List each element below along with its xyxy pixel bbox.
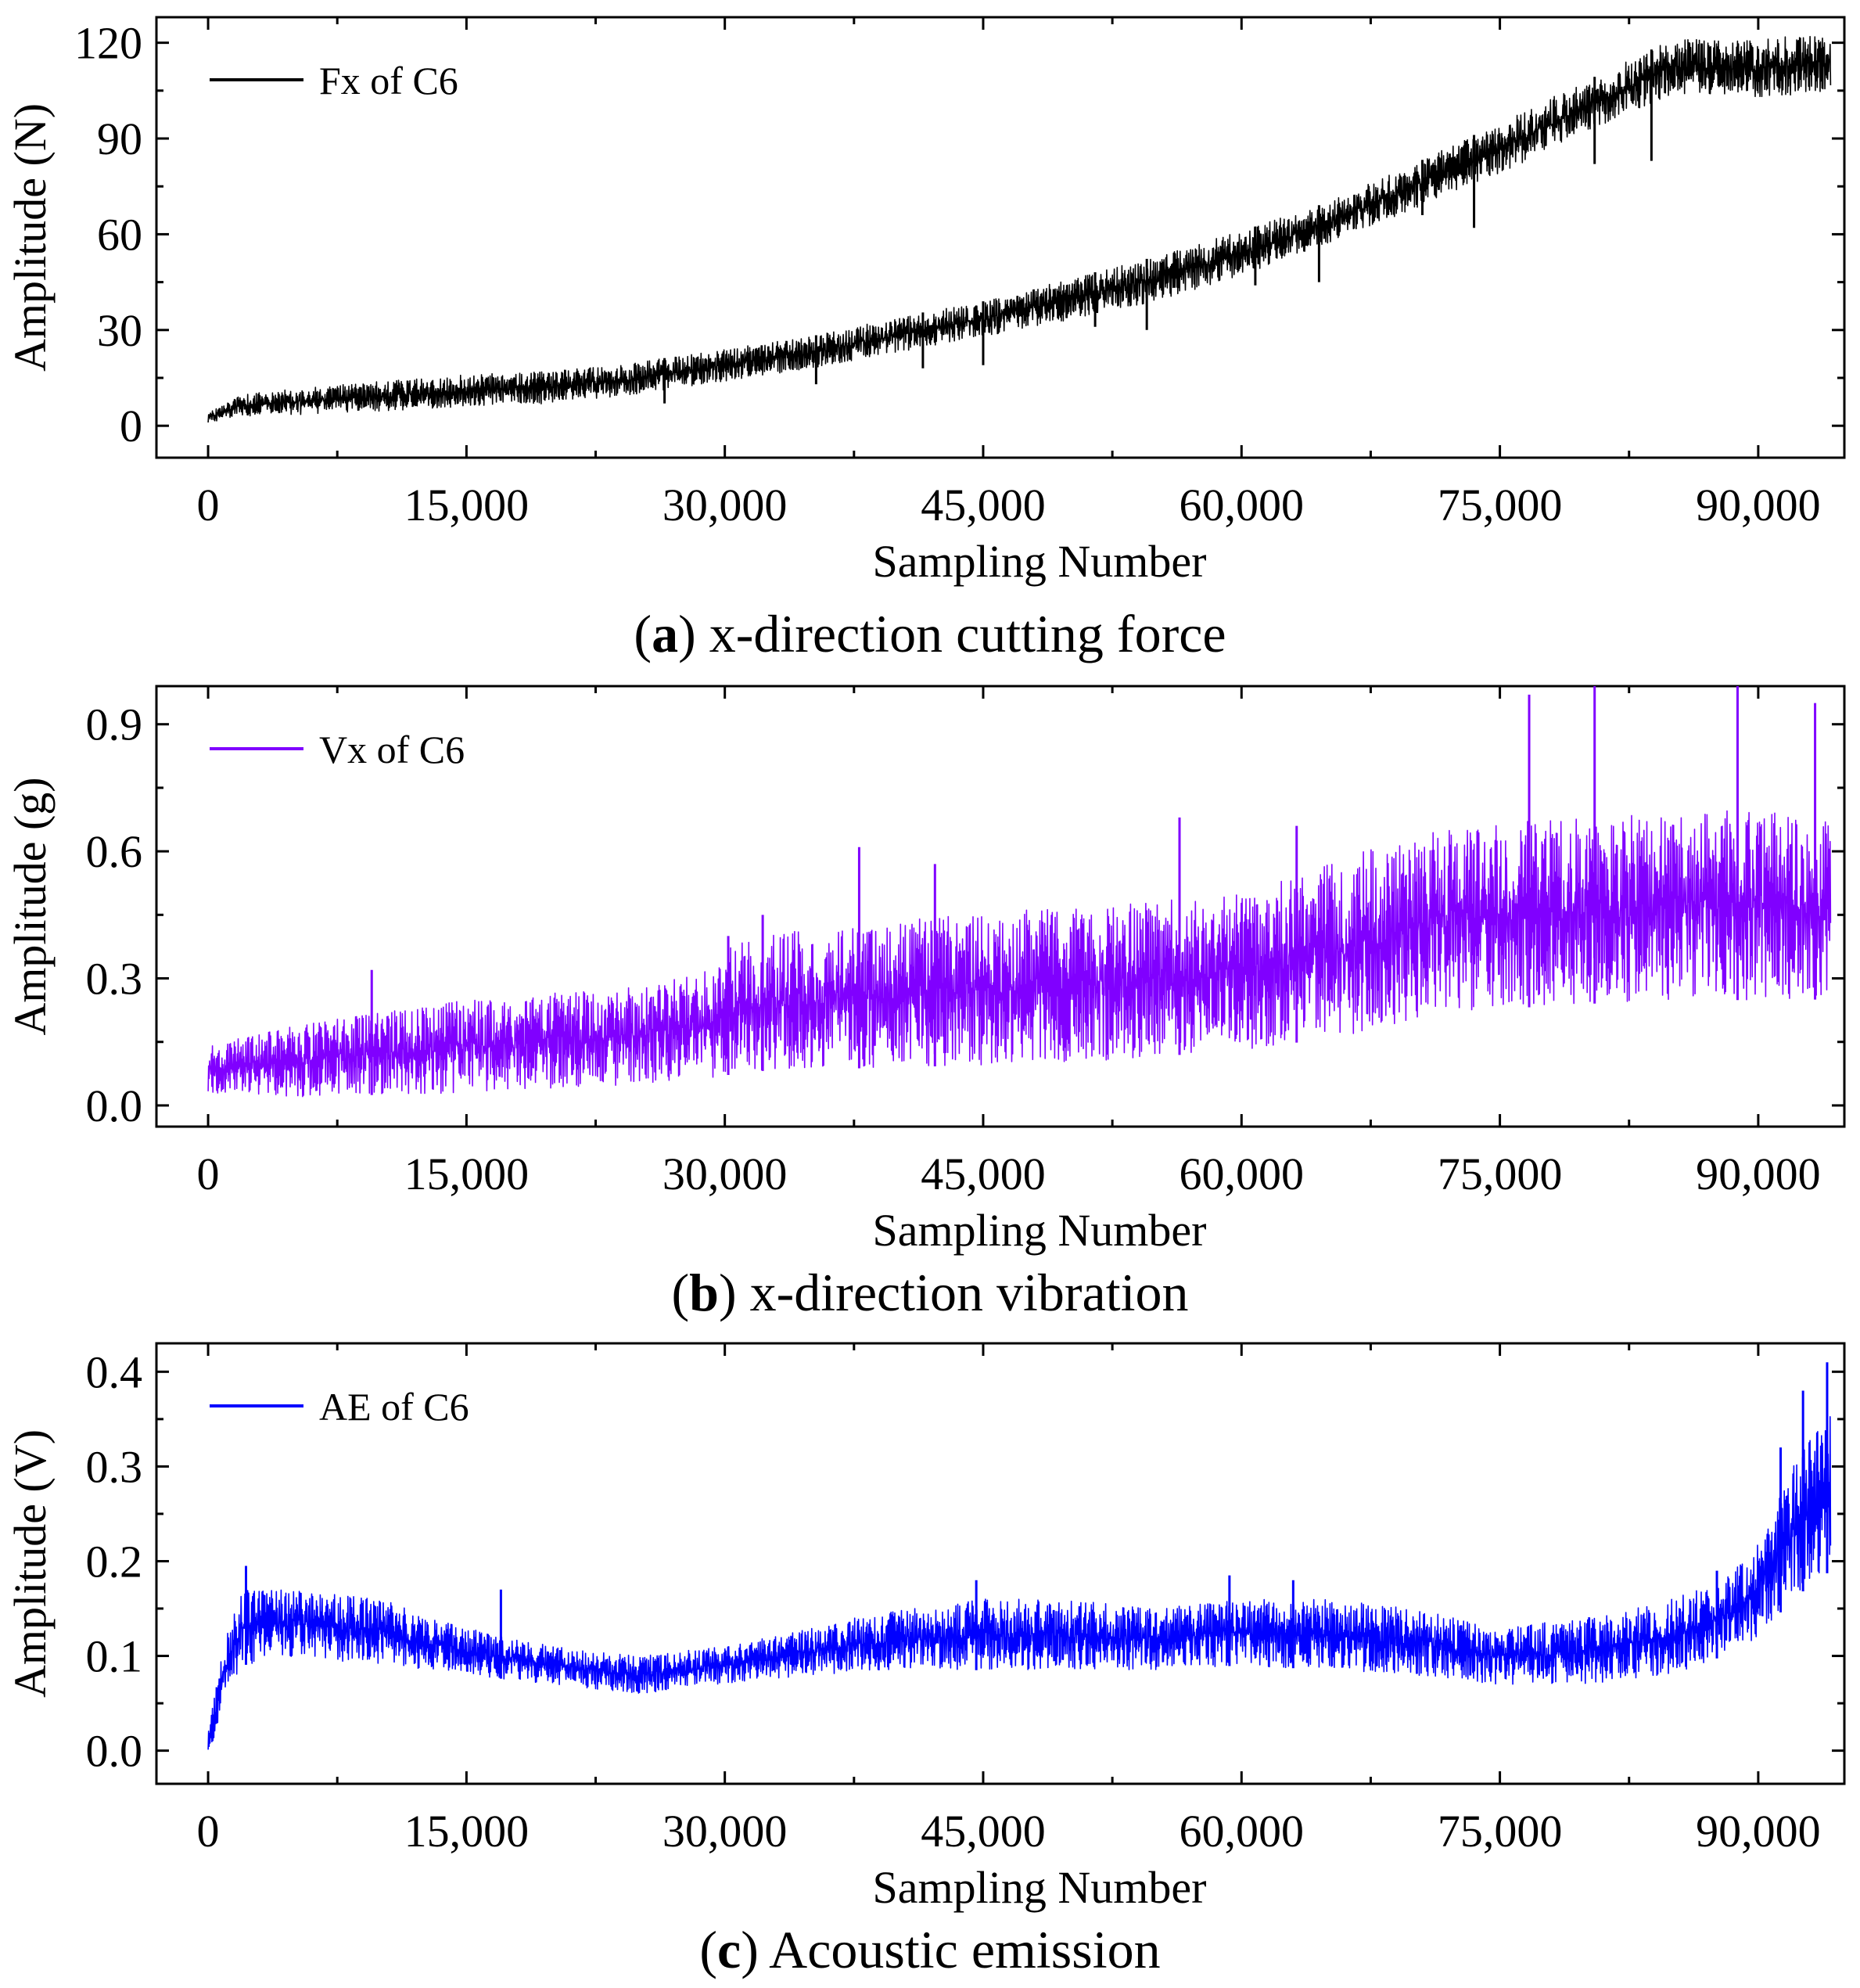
x-tick-label: 60,000 bbox=[1180, 1149, 1305, 1199]
y-tick-label: 0.6 bbox=[86, 826, 143, 877]
x-tick-label: 0 bbox=[197, 1806, 220, 1857]
y-tick-label: 120 bbox=[74, 18, 142, 69]
x-tick-label: 15,000 bbox=[404, 480, 530, 530]
y-tick-label: 0.4 bbox=[86, 1346, 143, 1397]
caption-b-letter: b bbox=[689, 1263, 719, 1322]
x-tick-label: 90,000 bbox=[1696, 1149, 1821, 1199]
caption-b-text: x-direction vibration bbox=[749, 1263, 1189, 1322]
x-tick-label: 60,000 bbox=[1180, 1806, 1305, 1857]
x-tick-label: 30,000 bbox=[662, 1149, 788, 1199]
legend-label: Fx of C6 bbox=[319, 59, 458, 102]
x-tick-label: 75,000 bbox=[1438, 1149, 1563, 1199]
series-line-1 bbox=[207, 1416, 1832, 1750]
x-tick-label: 0 bbox=[197, 480, 220, 530]
x-tick-label: 30,000 bbox=[662, 480, 788, 530]
caption-a: (a) x-direction cutting force bbox=[634, 604, 1226, 663]
x-tick-label: 15,000 bbox=[404, 1806, 530, 1857]
y-tick-label: 0 bbox=[120, 401, 142, 451]
y-tick-label: 0.2 bbox=[86, 1536, 143, 1587]
caption-a-text: x-direction cutting force bbox=[709, 604, 1226, 663]
x-tick-label: 45,000 bbox=[921, 480, 1046, 530]
y-axis-title: Amplitude (N) bbox=[5, 103, 56, 372]
y-tick-label: 0.0 bbox=[86, 1080, 143, 1131]
x-axis-title: Sampling Number bbox=[873, 1862, 1207, 1913]
x-tick-label: 45,000 bbox=[921, 1149, 1046, 1199]
caption-c-text: Acoustic emission bbox=[769, 1920, 1161, 1979]
x-tick-label: 90,000 bbox=[1696, 1806, 1821, 1857]
x-tick-label: 30,000 bbox=[662, 1806, 788, 1857]
caption-c: (c) Acoustic emission bbox=[699, 1920, 1161, 1979]
caption-a-letter: a bbox=[652, 604, 679, 663]
x-tick-label: 90,000 bbox=[1696, 480, 1821, 530]
y-tick-label: 0.3 bbox=[86, 954, 143, 1005]
x-tick-label: 75,000 bbox=[1438, 480, 1563, 530]
y-tick-label: 0.1 bbox=[86, 1631, 143, 1682]
y-tick-label: 0.3 bbox=[86, 1441, 143, 1492]
plot-frame bbox=[155, 1342, 1846, 1785]
x-tick-label: 15,000 bbox=[404, 1149, 530, 1199]
x-tick-label: 0 bbox=[197, 1149, 220, 1199]
y-tick-label: 0.0 bbox=[86, 1726, 143, 1777]
x-tick-label: 60,000 bbox=[1180, 480, 1305, 530]
x-tick-label: 75,000 bbox=[1438, 1806, 1563, 1857]
series-line-1 bbox=[207, 35, 1832, 423]
y-tick-label: 90 bbox=[97, 113, 142, 164]
caption-b: (b) x-direction vibration bbox=[671, 1263, 1189, 1322]
legend-label: Vx of C6 bbox=[319, 728, 465, 771]
chart-c: 0 15,000 30,000 45,000 60,000 75,000 90,000 0.0… bbox=[5, 1342, 1846, 1913]
x-axis-title: Sampling Number bbox=[873, 536, 1207, 587]
y-axis-title: Amplitude (V) bbox=[5, 1429, 56, 1698]
plot-frame bbox=[155, 685, 1846, 1128]
series-line-1 bbox=[207, 810, 1832, 1098]
plot-frame bbox=[155, 16, 1846, 459]
y-axis-title: Amplitude (g) bbox=[5, 777, 56, 1035]
y-tick-label: 30 bbox=[97, 305, 142, 356]
caption-c-letter: c bbox=[717, 1920, 741, 1979]
chart-a: 0 15,000 30,000 45,000 60,000 75,000 90,000 0 30… bbox=[5, 16, 1846, 587]
legend-label: AE of C6 bbox=[319, 1385, 469, 1429]
chart-b: 0 15,000 30,000 45,000 60,000 75,000 90,000 0.0… bbox=[5, 685, 1846, 1256]
y-tick-label: 60 bbox=[97, 209, 142, 260]
y-tick-label: 0.9 bbox=[86, 699, 143, 750]
x-tick-label: 45,000 bbox=[921, 1806, 1046, 1857]
x-axis-title: Sampling Number bbox=[873, 1205, 1207, 1256]
